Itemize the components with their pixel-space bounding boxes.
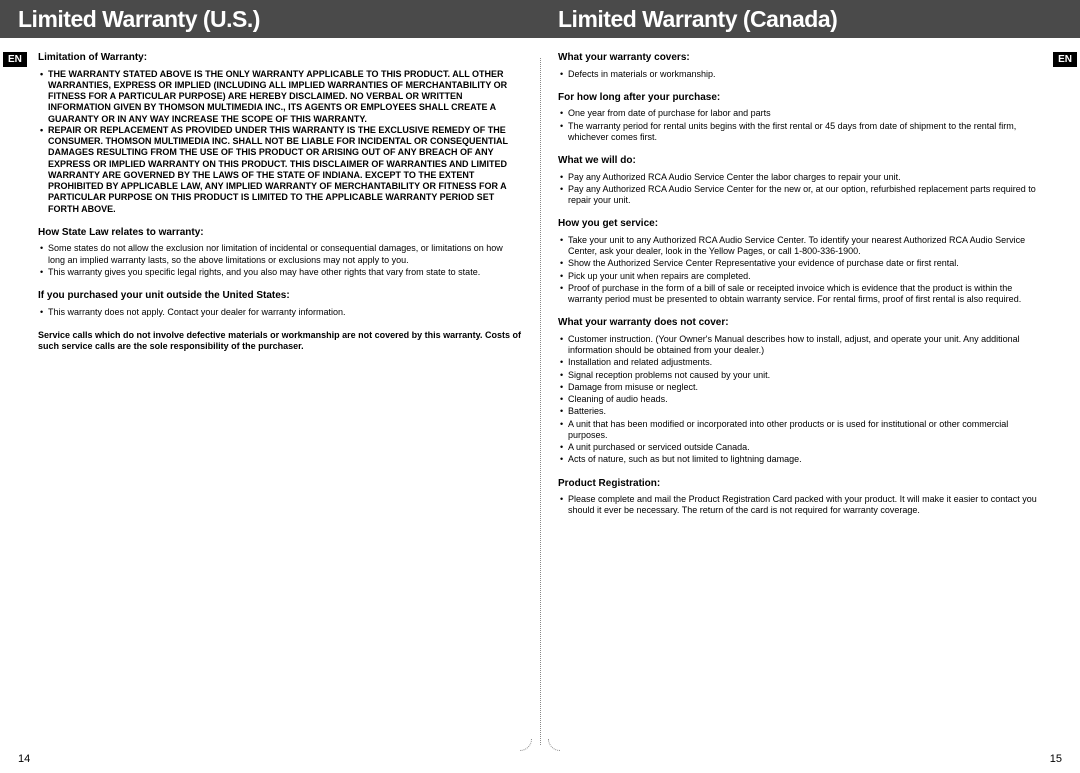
we-will-do-item: Pay any Authorized RCA Audio Service Cen… xyxy=(558,184,1042,207)
heading-state-law: How State Law relates to warranty: xyxy=(38,227,522,240)
get-service-item: Pick up your unit when repairs are compl… xyxy=(558,271,1042,282)
heading-how-long: For how long after your purchase: xyxy=(558,92,1042,105)
content-left: Limitation of Warranty: THE WARRANTY STA… xyxy=(38,52,522,743)
not-cover-item: Cleaning of audio heads. xyxy=(558,394,1042,405)
page-number-left: 14 xyxy=(18,753,30,765)
get-service-item: Proof of purchase in the form of a bill … xyxy=(558,283,1042,306)
dotted-corner-left xyxy=(520,739,532,751)
not-cover-item: Installation and related adjustments. xyxy=(558,357,1042,368)
header-left-title: Limited Warranty (U.S.) xyxy=(18,6,260,33)
header-right-title: Limited Warranty (Canada) xyxy=(558,6,837,33)
content-right: What your warranty covers: Defects in ma… xyxy=(558,52,1042,743)
not-cover-item: Customer instruction. (Your Owner's Manu… xyxy=(558,334,1042,357)
heading-outside-us: If you purchased your unit outside the U… xyxy=(38,290,522,303)
limitation-block: THE WARRANTY STATED ABOVE IS THE ONLY WA… xyxy=(38,69,522,215)
heading-we-will-do: What we will do: xyxy=(558,155,1042,168)
heading-registration: Product Registration: xyxy=(558,478,1042,491)
state-law-list: Some states do not allow the exclusion n… xyxy=(38,243,522,278)
service-calls-note: Service calls which do not involve defec… xyxy=(38,330,522,353)
lang-tab-left: EN xyxy=(3,52,27,67)
get-service-item: Show the Authorized Service Center Repre… xyxy=(558,258,1042,269)
heading-get-service: How you get service: xyxy=(558,218,1042,231)
not-cover-item: A unit that has been modified or incorpo… xyxy=(558,419,1042,442)
get-service-item: Take your unit to any Authorized RCA Aud… xyxy=(558,235,1042,258)
how-long-item: The warranty period for rental units beg… xyxy=(558,121,1042,144)
heading-limitation: Limitation of Warranty: xyxy=(38,52,522,65)
not-cover-item: Damage from misuse or neglect. xyxy=(558,382,1042,393)
we-will-do-list: Pay any Authorized RCA Audio Service Cen… xyxy=(558,172,1042,207)
how-long-list: One year from date of purchase for labor… xyxy=(558,108,1042,143)
outside-us-item: This warranty does not apply. Contact yo… xyxy=(38,307,522,318)
dotted-corner-right xyxy=(548,739,560,751)
header-left: Limited Warranty (U.S.) xyxy=(0,0,540,38)
heading-not-cover: What your warranty does not cover: xyxy=(558,317,1042,330)
not-cover-list: Customer instruction. (Your Owner's Manu… xyxy=(558,334,1042,466)
not-cover-item: Signal reception problems not caused by … xyxy=(558,370,1042,381)
how-long-item: One year from date of purchase for labor… xyxy=(558,108,1042,119)
limitation-p2: REPAIR OR REPLACEMENT AS PROVIDED UNDER … xyxy=(48,125,522,215)
get-service-list: Take your unit to any Authorized RCA Aud… xyxy=(558,235,1042,306)
we-will-do-item: Pay any Authorized RCA Audio Service Cen… xyxy=(558,172,1042,183)
not-cover-item: A unit purchased or serviced outside Can… xyxy=(558,442,1042,453)
not-cover-item: Batteries. xyxy=(558,406,1042,417)
registration-item: Please complete and mail the Product Reg… xyxy=(558,494,1042,517)
page-left: Limited Warranty (U.S.) EN Limitation of… xyxy=(0,0,540,773)
lang-tab-right: EN xyxy=(1053,52,1077,67)
limitation-p1: THE WARRANTY STATED ABOVE IS THE ONLY WA… xyxy=(48,69,522,125)
not-cover-item: Acts of nature, such as but not limited … xyxy=(558,454,1042,465)
covers-list: Defects in materials or workmanship. xyxy=(558,69,1042,80)
covers-item: Defects in materials or workmanship. xyxy=(558,69,1042,80)
heading-covers: What your warranty covers: xyxy=(558,52,1042,65)
page-number-right: 15 xyxy=(1050,753,1062,765)
header-right: Limited Warranty (Canada) xyxy=(540,0,1080,38)
outside-us-list: This warranty does not apply. Contact yo… xyxy=(38,307,522,318)
page-right: Limited Warranty (Canada) EN What your w… xyxy=(540,0,1080,773)
state-law-item: Some states do not allow the exclusion n… xyxy=(38,243,522,266)
registration-list: Please complete and mail the Product Reg… xyxy=(558,494,1042,517)
state-law-item: This warranty gives you specific legal r… xyxy=(38,267,522,278)
